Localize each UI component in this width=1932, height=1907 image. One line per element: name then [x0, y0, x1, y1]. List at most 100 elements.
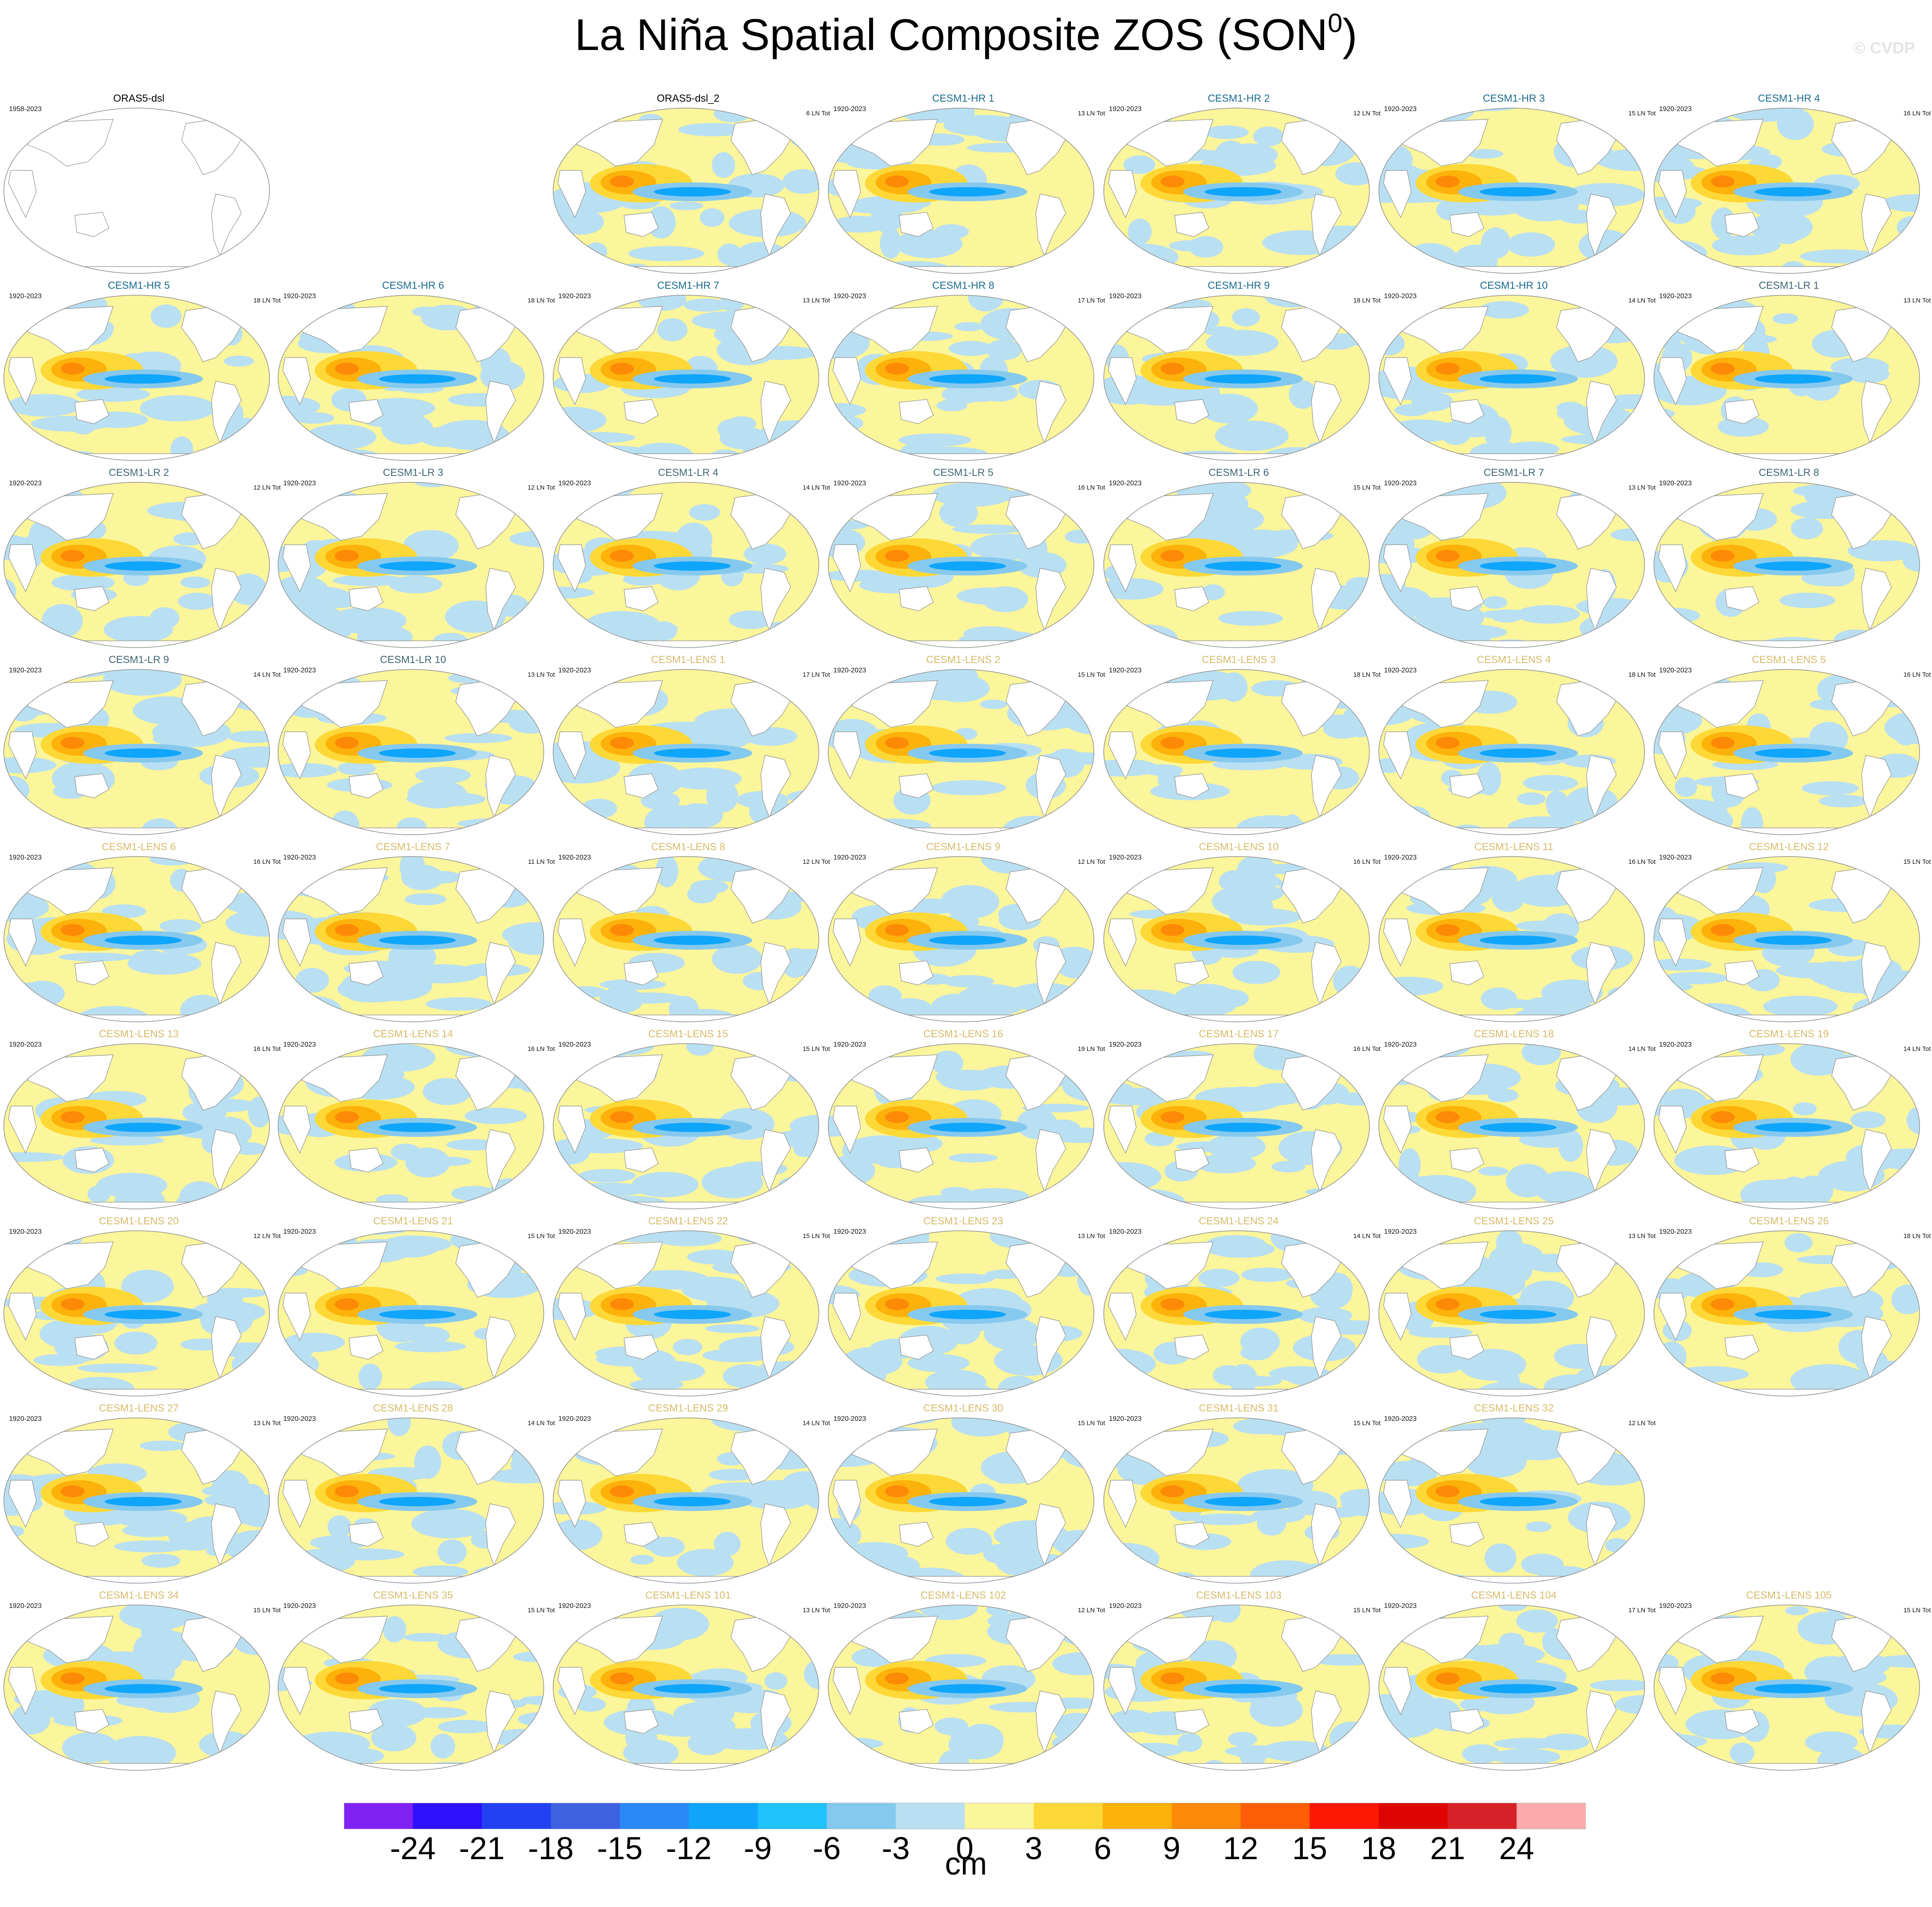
anomaly-patch [1429, 452, 1456, 461]
anomaly-patch [1398, 1148, 1421, 1182]
land-australia [1174, 586, 1209, 611]
cold-anomaly-core [1755, 561, 1832, 571]
anomaly-patch [327, 1515, 352, 1538]
land-australia [74, 960, 109, 986]
map-plot [278, 295, 544, 461]
anomaly-patch [880, 228, 902, 259]
map-plot [1653, 856, 1920, 1022]
anomaly-patch [657, 318, 688, 342]
map-panel: CESM1-LENS 7 1920-2023 11 LN Tot [276, 841, 555, 1029]
anomaly-patch [178, 593, 217, 610]
land-antarctica [843, 827, 1079, 835]
land-asia [577, 1429, 663, 1476]
anomaly-patch [278, 1558, 301, 1577]
anomaly-patch [1067, 1365, 1094, 1396]
map-outline [553, 1417, 819, 1584]
panel-years: 1920-2023 [1109, 1415, 1142, 1423]
land-asia [27, 680, 114, 728]
anomaly-patch [425, 997, 493, 1011]
warm-anomaly-core [885, 363, 909, 375]
land-africa [1383, 170, 1412, 218]
anomaly-patch [1332, 1092, 1369, 1106]
map-outline [278, 669, 544, 835]
anomaly-patch [1772, 313, 1798, 324]
anomaly-patch [1104, 994, 1116, 1007]
cold-anomaly-core [1755, 1123, 1832, 1132]
panel-title: CESM1-LENS 5 [1752, 654, 1826, 666]
anomaly-patch [1072, 618, 1094, 634]
map-plot [553, 1605, 819, 1771]
warm-anomaly-core [61, 1672, 85, 1684]
map-panel: CESM1-LENS 20 1920-2023 12 LN Tot [2, 1215, 281, 1403]
map-plot [553, 669, 819, 835]
panel-event-count: 14 LN Tot [803, 484, 830, 491]
land-antarctica [19, 1576, 255, 1583]
land-asia [27, 1616, 114, 1663]
land-south-america [1035, 568, 1066, 631]
land-antarctica [19, 1763, 255, 1770]
anomaly-patch [625, 1725, 657, 1752]
land-asia [1127, 1616, 1214, 1663]
anomaly-patch [337, 761, 376, 775]
land-australia [1724, 1335, 1759, 1360]
anomaly-patch [1240, 1747, 1266, 1768]
map-outline [1103, 856, 1370, 1022]
anomaly-patch [1561, 434, 1641, 445]
panel-title: CESM1-LENS 25 [1474, 1215, 1554, 1227]
land-antarctica [1394, 1389, 1630, 1396]
panel-title: CESM1-LENS 23 [923, 1215, 1003, 1227]
cold-anomaly-core [105, 374, 182, 384]
warm-anomaly-core [610, 1485, 634, 1497]
land-antarctica [568, 1576, 804, 1583]
warm-anomaly-core [885, 924, 909, 936]
anomaly-patch [1440, 421, 1471, 445]
map-plot [828, 1605, 1094, 1771]
land-australia [74, 1709, 109, 1734]
anomaly-patch [951, 108, 975, 128]
anomaly-patch [1481, 987, 1517, 1010]
anomaly-patch [295, 968, 329, 993]
anomaly-patch [948, 1153, 998, 1163]
cold-anomaly-core [654, 374, 731, 384]
map-outline [278, 856, 544, 1022]
anomaly-patch [562, 432, 636, 443]
anomaly-patch [1386, 108, 1424, 118]
land-south-america [1035, 381, 1066, 444]
anomaly-patch [910, 238, 952, 255]
panel-years: 1920-2023 [1384, 480, 1417, 487]
panel-event-count: 16 LN Tot [528, 1045, 555, 1053]
anomaly-patch [403, 530, 459, 561]
map-panel: CESM1-LENS 25 1920-2023 13 LN Tot [1377, 1215, 1656, 1403]
cold-anomaly-core [1205, 748, 1281, 758]
colorbar-swatch [1448, 1803, 1517, 1829]
anomaly-patch [1307, 442, 1336, 453]
colorbar-tick-label: 21 [1430, 1831, 1465, 1863]
colorbar-swatch [689, 1803, 758, 1829]
panel-title: CESM1-LENS 32 [1474, 1402, 1554, 1414]
anomaly-patch [1289, 380, 1317, 409]
land-asia [27, 1054, 114, 1102]
anomaly-patch [803, 1476, 819, 1510]
land-antarctica [19, 1389, 255, 1396]
land-australia [74, 1522, 109, 1547]
map-outline [1378, 669, 1645, 835]
anomaly-patch [553, 669, 579, 684]
map-plot [1653, 1605, 1920, 1771]
cold-anomaly-core [929, 748, 1006, 758]
land-australia [899, 1147, 934, 1173]
land-africa [1383, 357, 1412, 405]
land-south-america [1035, 1503, 1066, 1567]
land-asia [577, 1054, 663, 1102]
panel-event-count: 13 LN Tot [803, 297, 830, 304]
land-south-america [1035, 194, 1066, 257]
anomaly-patch [1795, 1175, 1833, 1206]
land-south-america [1035, 942, 1066, 1005]
anomaly-patch [804, 1659, 819, 1690]
anomaly-patch [758, 1012, 819, 1022]
anomaly-patch [1104, 1182, 1140, 1203]
anomaly-patch [748, 1366, 812, 1391]
map-outline [553, 295, 819, 461]
anomaly-patch [1123, 155, 1155, 174]
map-panel: CESM1-LENS 35 1920-2023 15 LN Tot [276, 1590, 555, 1778]
anomaly-patch [1207, 1240, 1275, 1258]
